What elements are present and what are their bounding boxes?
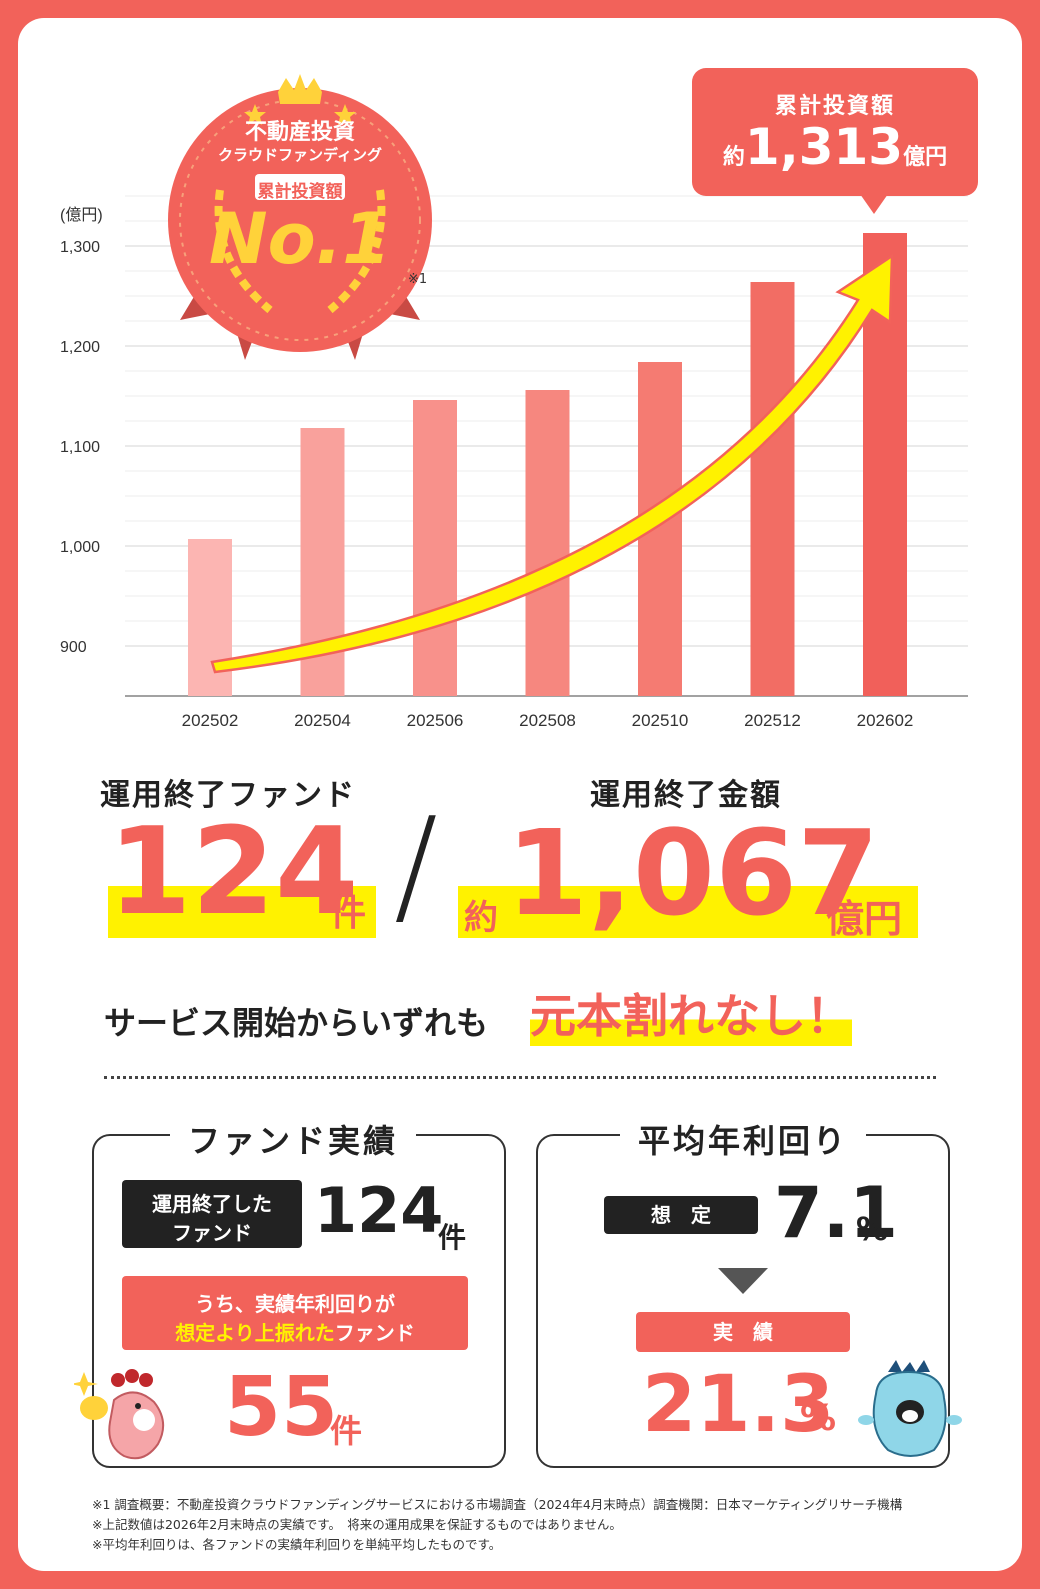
total-investment-callout: 累計投資額 約1,313億円 <box>692 68 978 214</box>
expected-label: 想 定 <box>604 1196 758 1234</box>
y-axis-unit: (億円) <box>60 206 103 224</box>
badge-line3: 累計投資額 <box>257 182 343 202</box>
x-tick-label: 202506 <box>407 711 464 730</box>
funds-unit: 件 <box>330 893 367 934</box>
funds-value: 124 <box>108 803 359 942</box>
ended-funds-value: 124 <box>314 1174 444 1247</box>
y-tick-label: 1,100 <box>60 439 100 456</box>
down-triangle-icon <box>718 1268 768 1294</box>
footnote-3: ※平均年利回りは、各ファンドの実績年利回りを単純平均したものです。 <box>92 1537 502 1552</box>
section-divider <box>104 1076 936 1079</box>
callout-amount: 約1,313億円 <box>692 118 978 176</box>
growth-arrow <box>210 253 894 674</box>
yield-box-title: 平均年利回り <box>620 1116 867 1162</box>
footnote-1: ※1 調査概要：不動産投資クラウドファンディングサービスにおける市場調査（202… <box>92 1497 903 1512</box>
funds-figure: 124 件 <box>108 808 376 938</box>
funds-label: 運用終了ファンド <box>100 778 356 813</box>
callout-title: 累計投資額 <box>774 94 895 119</box>
footnote-2: ※上記数値は2026年2月末時点の実績です。 将来の運用成果を保証するものではあ… <box>92 1517 622 1532</box>
mascot-pink-icon <box>74 1369 165 1460</box>
expected-unit: % <box>856 1210 889 1248</box>
mascot-blue-icon <box>858 1360 962 1457</box>
badge-footnote-mark: ※1 <box>408 272 428 287</box>
bar-202502 <box>188 539 232 696</box>
crown-icon <box>278 74 322 104</box>
amount-prefix: 約 <box>464 898 498 938</box>
outperformed-line2: ファンド <box>334 1321 415 1345</box>
badge-line2: クラウドファンディング <box>218 146 382 164</box>
actual-label: 実 績 <box>636 1312 850 1352</box>
amount-label: 運用終了金額 <box>590 778 782 813</box>
y-tick-label: 1,200 <box>60 339 100 356</box>
bar-202512 <box>750 282 795 696</box>
callout-value: 1,313 <box>744 118 904 176</box>
callout-unit: 億円 <box>903 145 948 170</box>
separator-slash: / <box>394 789 438 941</box>
x-tick-label: 202512 <box>744 711 801 730</box>
badge-rank: No.1 <box>209 198 391 280</box>
callout-prefix: 約 <box>722 145 745 170</box>
x-tick-label: 202504 <box>294 711 351 730</box>
outperformed-unit: 件 <box>330 1412 363 1450</box>
actual-unit: % <box>800 1398 837 1439</box>
bar-202508 <box>525 390 570 696</box>
ended-funds-label: 運用終了した ファンド <box>122 1180 302 1248</box>
ended-label-line2: ファンド <box>172 1221 252 1245</box>
ended-label-line1: 運用終了した <box>152 1192 272 1216</box>
x-tick-label: 202510 <box>632 711 689 730</box>
average-yield-box: 平均年利回り 想 定 7.1 % 実 績 21.3 % <box>536 1116 950 1468</box>
y-tick-label: 900 <box>60 639 87 656</box>
tagline-highlight: 元本割れなし！ <box>530 980 852 1046</box>
outperformed-value: 55 <box>224 1360 339 1455</box>
x-tick-label: 202508 <box>519 711 576 730</box>
outperformed-line1: うち、実績年利回りが <box>195 1292 395 1316</box>
bar-202506 <box>413 400 457 696</box>
y-tick-label: 1,300 <box>60 239 100 256</box>
outperformed-label: うち、実績年利回りが 想定より上振れたファンド <box>122 1276 468 1350</box>
badge-graphic <box>168 74 432 360</box>
outperformed-highlight: 想定より上振れた <box>175 1321 335 1345</box>
ended-funds-unit: 件 <box>438 1221 467 1254</box>
fund-box-title: ファンド実績 <box>170 1116 417 1162</box>
y-tick-label: 1,000 <box>60 539 100 556</box>
expected-value: 7.1 <box>774 1172 899 1254</box>
x-tick-label: 202502 <box>182 711 239 730</box>
amount-value: 1,067 <box>506 804 880 942</box>
fund-results-box: ファンド実績 運用終了した ファンド 124 件 うち、実績年利回りが 想定より… <box>92 1116 506 1468</box>
tagline-part1: サービス開始からいずれも <box>104 1004 489 1042</box>
no1-badge: 不動産投資 クラウドファンディング 累計投資額 No.1 ※1 <box>150 70 450 380</box>
amount-unit: 億円 <box>826 897 903 941</box>
x-tick-label: 202602 <box>857 711 914 730</box>
actual-value: 21.3 <box>642 1360 835 1450</box>
amount-figure: 約 1,067 億円 <box>458 804 918 942</box>
badge-line1: 不動産投資 <box>244 120 355 145</box>
investment-chart: 900 1,000 1,100 1,200 1,300 202502 202504 2025… <box>60 195 968 730</box>
